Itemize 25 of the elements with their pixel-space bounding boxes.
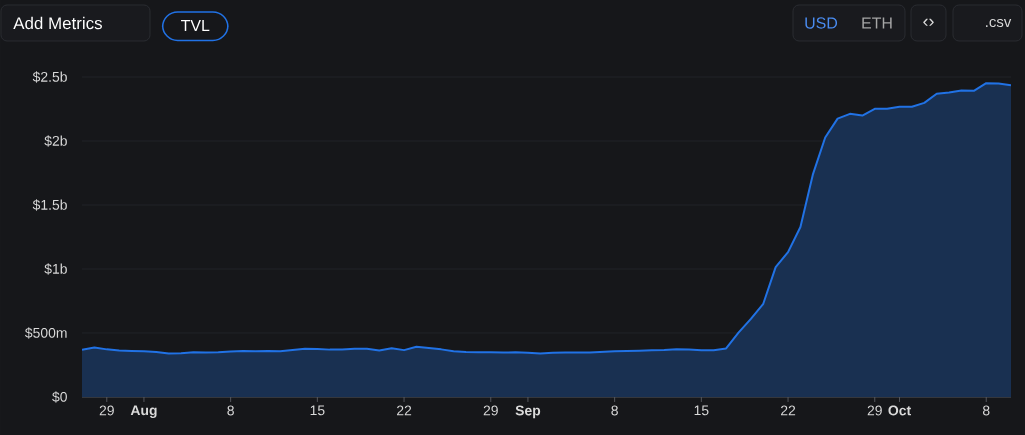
x-tick-label: 29 [867, 405, 882, 416]
x-tick-label: 22 [780, 405, 796, 416]
x-tick-label: 15 [694, 405, 709, 416]
y-tick-label: $2b [44, 135, 67, 147]
text: USD [805, 17, 838, 29]
y-tick-label: $500m [25, 327, 67, 339]
text: .csv [986, 18, 1012, 28]
x-tick-label: 29 [99, 405, 114, 416]
x-tick-label: 8 [227, 405, 234, 416]
legend-label: TVL [181, 19, 210, 31]
text: ‹› [923, 18, 934, 26]
text: ETH [862, 17, 892, 29]
x-tick-label: 15 [310, 405, 325, 416]
y-tick-label: $0 [52, 391, 67, 403]
y-tick-label: $1.5b [32, 199, 67, 211]
text: Add Metrics [13, 16, 102, 30]
x-tick-label: 8 [982, 405, 990, 416]
x-tick-label: Oct [888, 405, 911, 416]
y-tick-label: $1b [44, 263, 67, 275]
x-tick-label: Sep [515, 405, 541, 419]
x-tick-label: Aug [130, 405, 157, 419]
x-tick-label: 8 [611, 405, 618, 416]
x-tick-label: 29 [483, 405, 498, 416]
y-tick-label: $2.5b [32, 71, 67, 83]
x-tick-label: 22 [397, 405, 412, 416]
